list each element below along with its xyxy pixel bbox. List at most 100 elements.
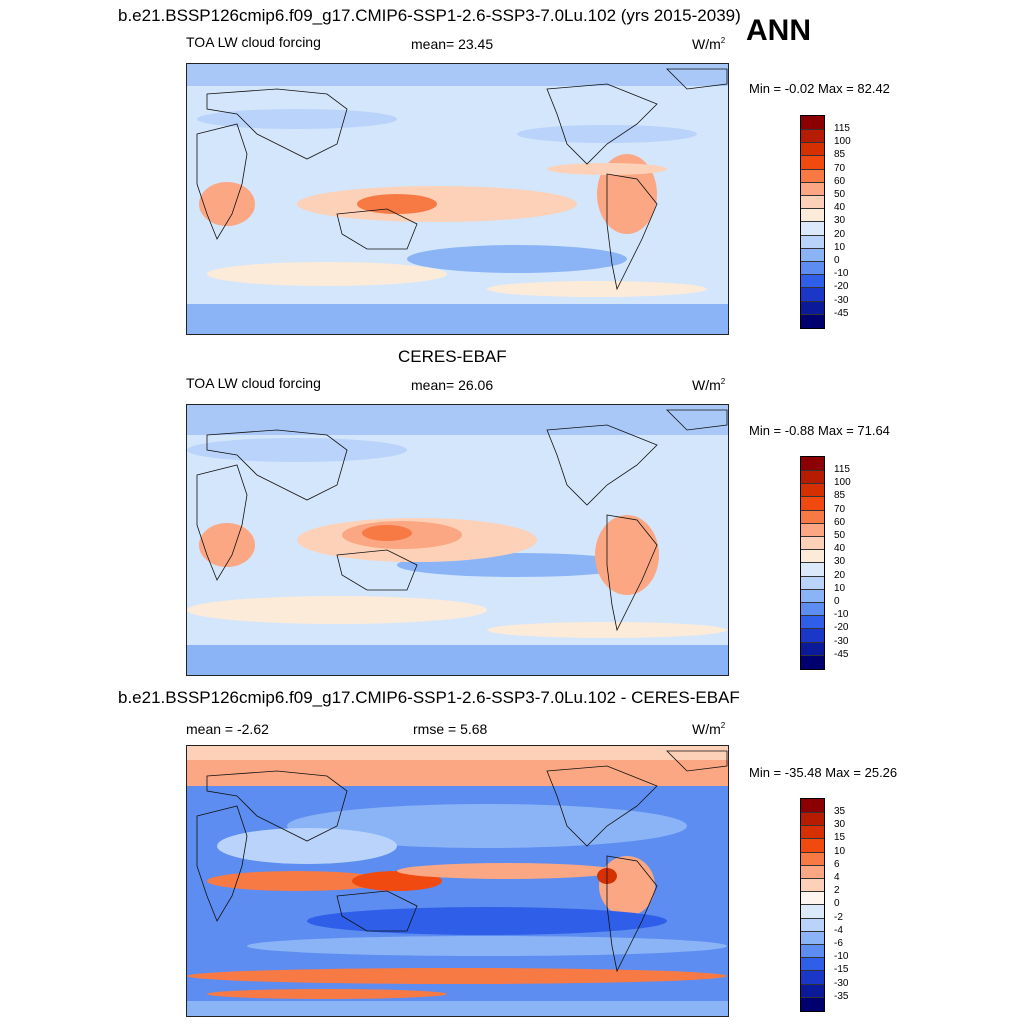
panel3-level-label: 35 xyxy=(834,806,846,817)
panel3-level-label: -2 xyxy=(834,911,843,923)
panel3-colorbar-box-6 xyxy=(801,865,824,880)
panel2-colorbar-box-16 xyxy=(801,655,824,669)
panel3-level-label: -10 xyxy=(834,951,849,963)
panel3-level-label: -30 xyxy=(834,977,849,989)
panel1-mean: mean= 23.45 xyxy=(411,36,494,52)
panel2-variable: TOA LW cloud forcing xyxy=(186,375,321,391)
panel3-minmax: Min = -35.48 Max = 25.26 xyxy=(749,765,898,780)
panel1-colorbar-box-11 xyxy=(801,248,824,262)
panel3-colorbar-box-12 xyxy=(801,944,824,959)
panel1-colorbar-box-2 xyxy=(801,130,824,144)
panel1-colorbar-box-16 xyxy=(801,314,824,328)
panel1-colorbar-box-9 xyxy=(801,222,824,236)
panel1-variable: TOA LW cloud forcing xyxy=(186,34,321,50)
panel3-colorbar-box-4 xyxy=(801,839,824,853)
panel2-colorbar-box-8 xyxy=(801,550,824,564)
panel2-colorbar-box-13 xyxy=(801,616,824,630)
panel1-map xyxy=(186,63,729,335)
panel2-level-label: -20 xyxy=(834,622,849,634)
panel3-colorbar-box-1 xyxy=(801,799,824,814)
panel2-colorbar-box-2 xyxy=(801,471,824,485)
panel1-level-label: -20 xyxy=(834,281,849,293)
panel2-minmax: Min = -0.88 Max = 71.64 xyxy=(749,423,890,438)
panel3-colorbar-box-10 xyxy=(801,918,824,932)
panel2-colorbar-box-14 xyxy=(801,629,824,643)
panel2-colorbar-box-4 xyxy=(801,497,824,511)
panel1-colorbar-box-6 xyxy=(801,182,824,197)
panel2-colorbar-box-15 xyxy=(801,642,824,656)
panel3-colorbar-box-5 xyxy=(801,852,824,866)
panel3-level-label: 0 xyxy=(834,898,840,910)
panel3-colorbar-box-9 xyxy=(801,905,824,919)
panel1-level-label: 10 xyxy=(834,241,846,253)
panel1-colorbar-box-15 xyxy=(801,301,824,315)
panel1-colorbar-box-14 xyxy=(801,288,824,302)
season-label: ANN xyxy=(746,14,811,47)
panel2-map xyxy=(186,404,729,676)
panel1-level-label: 20 xyxy=(834,228,846,240)
panel2-colorbar-box-11 xyxy=(801,589,824,603)
panel1-level-label: 30 xyxy=(834,215,846,227)
panel3-map xyxy=(186,745,729,1017)
panel2-level-label: 40 xyxy=(834,543,846,555)
panel3-level-label: -6 xyxy=(834,938,843,949)
panel3-level-label: 30 xyxy=(834,819,846,831)
panel3-level-label: 4 xyxy=(834,872,840,883)
panel1-level-label: 70 xyxy=(834,162,846,174)
panel1-title: b.e21.BSSP126cmip6.f09_g17.CMIP6-SSP1-2.… xyxy=(118,6,741,25)
panel1-level-label: -45 xyxy=(834,307,849,319)
panel1-level-label: -10 xyxy=(834,268,849,280)
panel2-level-label: -30 xyxy=(834,635,849,647)
panel2-level-label: 30 xyxy=(834,556,846,568)
panel2-units: W/m2 xyxy=(692,377,726,393)
panel2-colorbar-box-7 xyxy=(801,537,824,551)
panel2-colorbar-box-5 xyxy=(801,510,824,524)
panel2-level-label: -10 xyxy=(834,609,849,621)
panel1-colorbar-box-10 xyxy=(801,235,824,249)
panel2-level-label: 10 xyxy=(834,582,846,594)
panel3-level-label: -15 xyxy=(834,964,849,976)
panel3-level-label: -35 xyxy=(834,990,849,1002)
panel3-colorbar-box-15 xyxy=(801,984,824,998)
panel1-units: W/m2 xyxy=(692,36,726,52)
panel3-colorbar xyxy=(800,798,825,1012)
panel2-level-label: 115 xyxy=(834,464,850,475)
panel1-level-label: 60 xyxy=(834,175,846,187)
panel1-colorbar-box-8 xyxy=(801,209,824,223)
panel1-colorbar-box-13 xyxy=(801,275,824,289)
panel2-level-label: 20 xyxy=(834,569,846,581)
panel2-level-label: 50 xyxy=(834,530,846,541)
panel2-level-label: 70 xyxy=(834,503,846,515)
panel1-colorbar-box-1 xyxy=(801,116,824,131)
panel1-colorbar-box-7 xyxy=(801,196,824,210)
panel3-mean: mean = -2.62 xyxy=(186,721,269,737)
panel3-level-label: 15 xyxy=(834,832,846,844)
panel3-colorbar-box-8 xyxy=(801,892,824,906)
panel3-colorbar-box-16 xyxy=(801,997,824,1011)
panel2-level-label: 100 xyxy=(834,477,851,489)
panel3-title: b.e21.BSSP126cmip6.f09_g17.CMIP6-SSP1-2.… xyxy=(118,688,740,707)
panel3-level-label: 2 xyxy=(834,885,840,897)
panel2-colorbar-box-6 xyxy=(801,523,824,538)
panel2-mean: mean= 26.06 xyxy=(411,377,494,393)
panel1-colorbar-box-12 xyxy=(801,261,824,276)
panel1-level-label: 50 xyxy=(834,189,846,200)
panel1-colorbar-box-4 xyxy=(801,156,824,170)
panel1-level-label: -30 xyxy=(834,294,849,306)
panel3-level-label: 6 xyxy=(834,858,840,870)
panel2-level-label: -45 xyxy=(834,648,849,660)
panel2-level-label: 60 xyxy=(834,516,846,528)
panel1-level-label: 100 xyxy=(834,136,851,148)
panel3-units: W/m2 xyxy=(692,721,726,737)
panel1-level-label: 0 xyxy=(834,255,840,266)
panel2-level-label: 85 xyxy=(834,490,846,502)
panel3-level-label: -4 xyxy=(834,924,843,936)
panel3-level-label: 10 xyxy=(834,845,846,857)
panel2-title: CERES-EBAF xyxy=(398,347,507,366)
panel2-colorbar-box-9 xyxy=(801,563,824,577)
panel3-colorbar-box-2 xyxy=(801,813,824,827)
panel2-colorbar-box-10 xyxy=(801,576,824,590)
panel3-colorbar-box-11 xyxy=(801,931,824,945)
panel3-colorbar-box-14 xyxy=(801,971,824,985)
panel1-level-label: 40 xyxy=(834,202,846,214)
